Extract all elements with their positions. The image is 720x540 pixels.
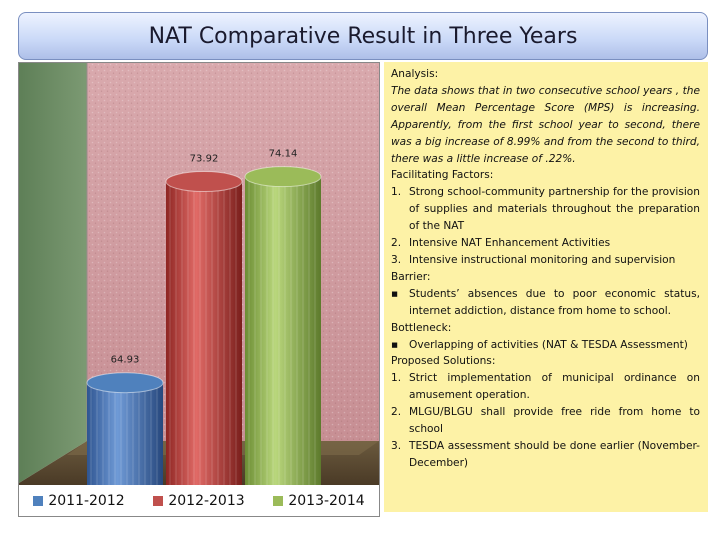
analysis-panel: Analysis: The data shows that in two con…: [384, 62, 708, 512]
legend-swatch: [33, 496, 44, 506]
list-item-text: Students’ absences due to poor economic …: [409, 287, 700, 317]
legend-item-2012-2013: 2012-2013: [153, 493, 245, 509]
facilitating-heading: Facilitating Factors:: [391, 169, 494, 182]
list-item-text: Strong school-community partnership for …: [409, 186, 700, 233]
chart-legend: 2011-2012 2012-2013 2013-2014: [19, 485, 379, 516]
data-label-2013-2014: 74.14: [269, 149, 298, 160]
solutions-heading: Proposed Solutions:: [391, 355, 496, 368]
list-item: 3. Intensive instructional monitoring and…: [391, 252, 700, 269]
data-label-2012-2013: 73.92: [190, 154, 219, 165]
list-item: 2. MLGU/BLGU shall provide free ride from…: [391, 404, 700, 438]
list-item: 1. Strict implementation of municipal ord…: [391, 370, 700, 404]
list-item-marker: 2.: [391, 237, 402, 250]
list-item-marker: 1.: [391, 372, 402, 385]
list-item-text: Strict implementation of municipal ordin…: [409, 372, 700, 402]
legend-swatch: [273, 496, 284, 506]
analysis-heading: Analysis:: [391, 68, 439, 80]
solutions-list: 1. Strict implementation of municipal ord…: [391, 370, 700, 471]
bar-2012-2013: [165, 171, 243, 493]
chart-side-wall: [19, 63, 87, 483]
chart-area: 64.93 73.92 74.14 2011-2012 2012-2013 2013-2…: [18, 62, 380, 517]
list-item-text: Intensive instructional monitoring and s…: [409, 253, 676, 266]
legend-item-2013-2014: 2013-2014: [273, 493, 365, 509]
bar-2011-2012: [86, 372, 164, 493]
list-item-marker: 3.: [391, 253, 402, 266]
legend-label: 2013-2014: [288, 493, 365, 509]
facilitating-list: 1. Strong school-community partnership fo…: [391, 184, 700, 269]
legend-label: 2012-2013: [168, 493, 245, 509]
list-item-text: Overlapping of activities (NAT & TESDA A…: [409, 338, 688, 351]
list-item-marker: 3.: [391, 439, 402, 452]
title-banner: NAT Comparative Result in Three Years: [18, 12, 708, 60]
list-item-marker: 2.: [391, 406, 402, 419]
barrier-list: ▪ Students’ absences due to poor economic…: [391, 286, 700, 320]
list-item-text: MLGU/BLGU shall provide free ride from h…: [409, 406, 700, 436]
list-item: 3. TESDA assessment should be done earlie…: [391, 438, 700, 472]
page-title: NAT Comparative Result in Three Years: [148, 23, 578, 49]
list-item-marker: ▪: [391, 338, 399, 351]
legend-item-2011-2012: 2011-2012: [33, 493, 125, 509]
bar-2013-2014: [244, 166, 322, 493]
list-item-text: TESDA assessment should be done earlier …: [409, 439, 700, 469]
bottleneck-list: ▪ Overlapping of activities (NAT & TESDA …: [391, 337, 700, 354]
list-item-marker: ▪: [391, 287, 399, 300]
list-item: ▪ Overlapping of activities (NAT & TESDA …: [391, 337, 700, 354]
list-item-marker: 1.: [391, 186, 402, 199]
bottleneck-heading: Bottleneck:: [391, 321, 452, 334]
list-item: 1. Strong school-community partnership fo…: [391, 184, 700, 235]
legend-label: 2011-2012: [48, 493, 125, 509]
legend-swatch: [153, 496, 164, 506]
list-item: ▪ Students’ absences due to poor economic…: [391, 286, 700, 320]
list-item-text: Intensive NAT Enhancement Activities: [409, 237, 611, 250]
list-item: 2. Intensive NAT Enhancement Activities: [391, 235, 700, 252]
data-label-2011-2012: 64.93: [111, 355, 140, 366]
bar-chart: 64.93 73.92 74.14: [19, 63, 379, 493]
analysis-intro: The data shows that in two consecutive s…: [391, 84, 700, 165]
barrier-heading: Barrier:: [391, 270, 431, 283]
